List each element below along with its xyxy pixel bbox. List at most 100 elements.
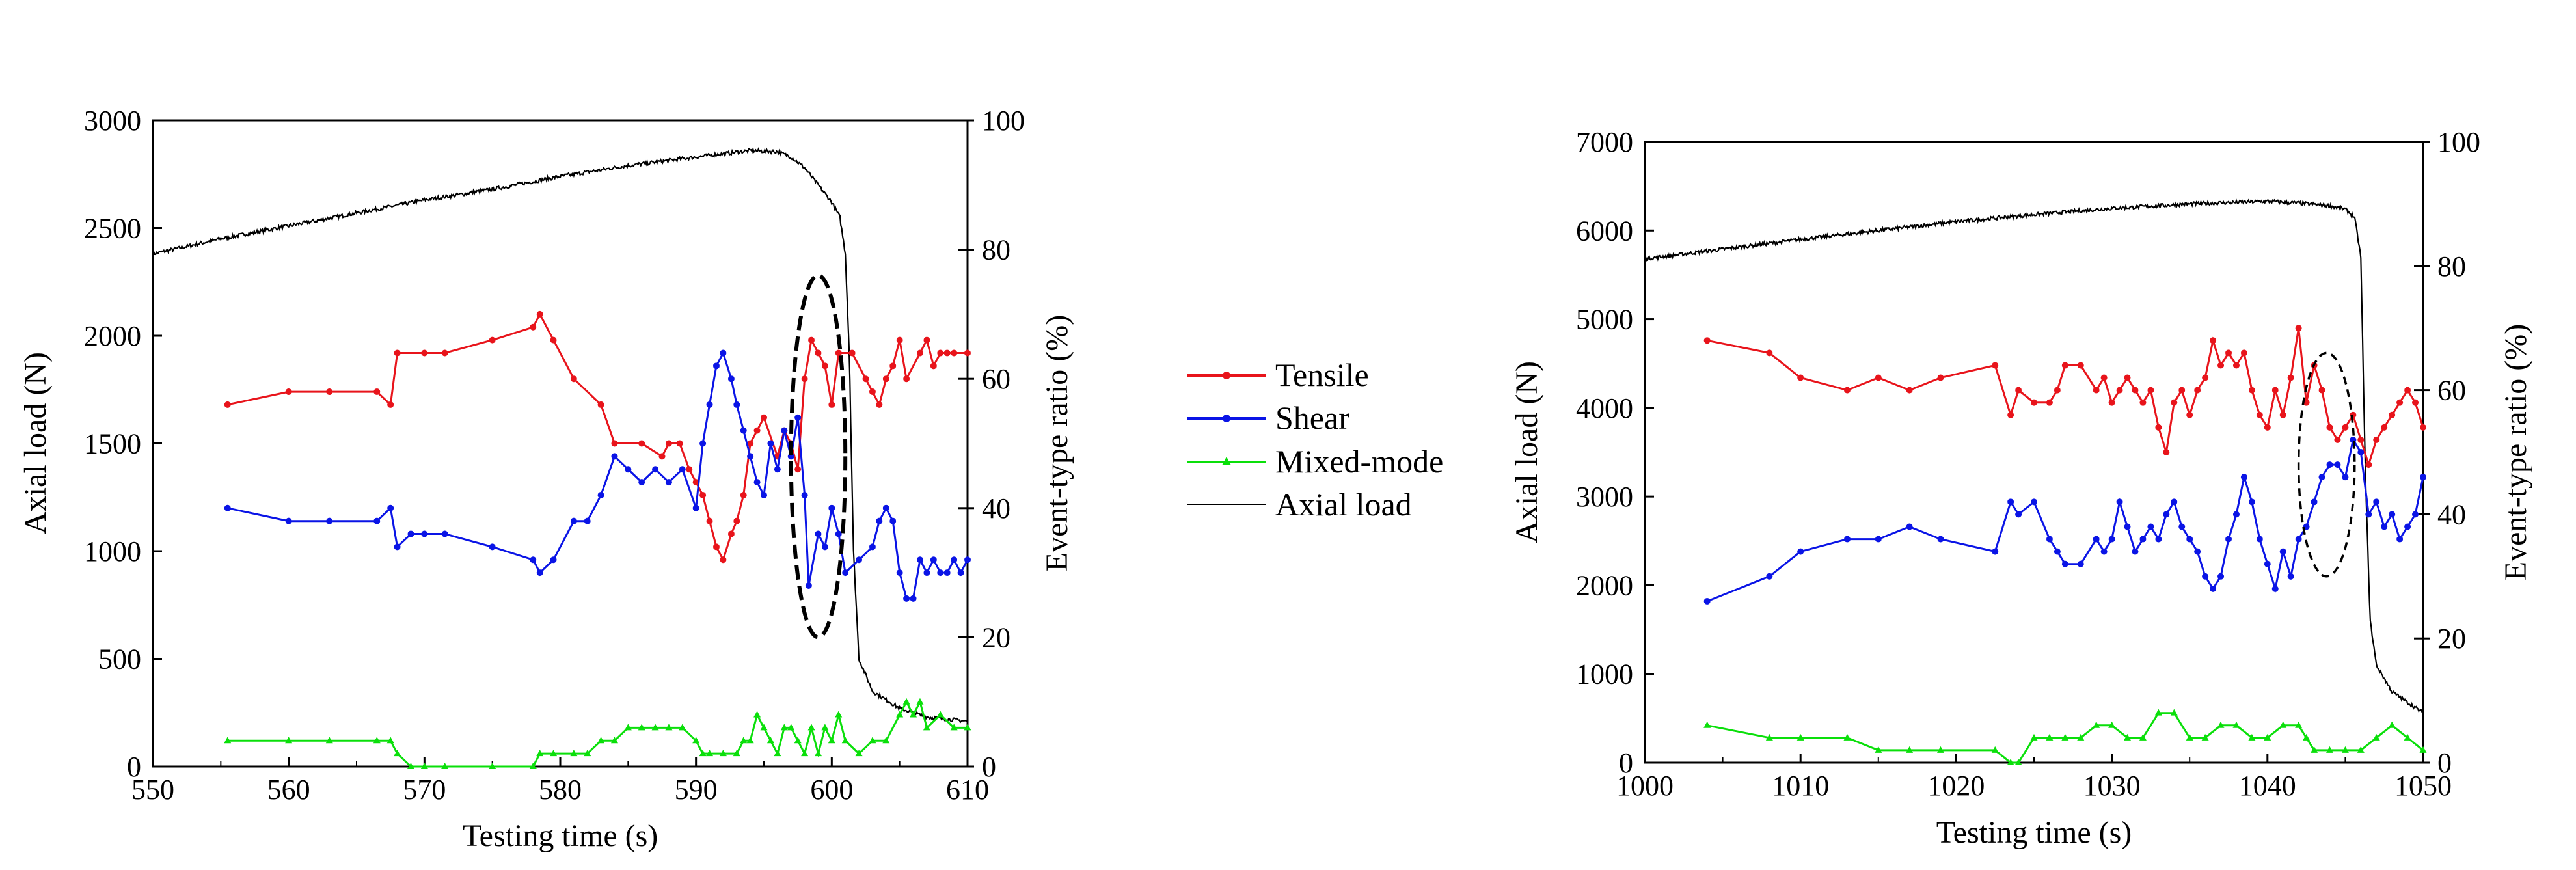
tensile-point (2061, 362, 2068, 369)
tensile-point (2240, 349, 2247, 357)
mixed-mode-point (719, 750, 727, 757)
x-tick-label: 610 (946, 774, 989, 806)
shear-point (1766, 573, 1773, 580)
y2-tick-label: 0 (2437, 747, 2452, 779)
shear-point (699, 440, 707, 447)
mixed-mode-point (2186, 733, 2193, 741)
mixed-mode-point (2404, 733, 2411, 741)
tensile-point (2295, 325, 2302, 332)
tensile-point (2318, 387, 2325, 394)
y-tick-label: 7000 (1576, 126, 1633, 158)
mixed-mode-point (855, 750, 863, 757)
mixed-mode-point (807, 724, 815, 731)
tensile-point (441, 349, 448, 357)
tensile-point (951, 349, 958, 357)
shear-point (937, 569, 944, 577)
shear-point (706, 401, 713, 408)
shear-point (373, 517, 381, 524)
legend-marker-tensile (1223, 372, 1230, 379)
mixed-mode-point (2108, 721, 2116, 728)
dashed-ellipse-annotation (789, 273, 848, 640)
tensile-point (916, 349, 923, 357)
axial-load-line (152, 146, 968, 724)
shear-point (767, 440, 774, 447)
shear-point (625, 466, 632, 473)
shear-point (421, 530, 428, 537)
legend-item-tensile: Tensile (1187, 357, 1369, 393)
tensile-point (2093, 387, 2100, 394)
mixed-mode-point (407, 763, 414, 769)
tensile-point (2279, 411, 2286, 418)
y2-tick-label: 80 (2437, 251, 2466, 282)
legend-marker-mixed (1222, 457, 1231, 465)
y2-tick-label: 100 (2437, 126, 2480, 158)
shear-point (2046, 536, 2053, 543)
tensile-point (1766, 349, 1773, 357)
mixed-mode-point (536, 750, 544, 757)
tensile-point (2155, 424, 2162, 431)
mixed-mode-point (2170, 709, 2178, 716)
shear-point (869, 543, 876, 551)
shear-point (2396, 536, 2404, 543)
mixed-mode-point (489, 763, 496, 769)
mixed-mode-point (420, 763, 428, 769)
tensile-point (394, 349, 401, 357)
tensile-point (896, 336, 903, 344)
tensile-point (862, 375, 869, 383)
shear-point (2007, 498, 2014, 506)
tensile-point (2031, 399, 2037, 406)
tensile-point (808, 336, 815, 344)
y-axis-label: Axial load (N) (18, 352, 53, 534)
mixed-mode-point (224, 737, 232, 744)
shear-point (2077, 560, 2084, 567)
shear-point (2311, 498, 2318, 506)
mixed-mode-point (801, 750, 809, 757)
mixed-mode-line (227, 699, 968, 768)
tensile-point (1703, 337, 1711, 344)
shear-point (882, 504, 889, 511)
x-tick-label: 1040 (2239, 770, 2296, 802)
shear-point (2147, 523, 2154, 530)
y-tick-label: 1500 (84, 428, 141, 460)
tensile-point (2357, 436, 2365, 443)
shear-point (761, 491, 767, 498)
shear-point (835, 530, 842, 537)
shear-point (2124, 523, 2131, 530)
shear-point (326, 517, 333, 524)
tensile-point (903, 375, 910, 383)
mixed-mode-point (706, 750, 714, 757)
y-axis-left: 0 500 1000 1500 2000 2500 3000 (84, 105, 162, 783)
tensile-point (2381, 424, 2388, 431)
tensile-point (2139, 399, 2147, 406)
tensile-point (1843, 387, 1851, 394)
tensile-point (489, 336, 496, 344)
tensile-point (224, 401, 231, 408)
tensile-point (821, 362, 828, 370)
y-tick-label: 0 (127, 751, 141, 783)
mixed-mode-point (285, 737, 293, 744)
mixed-mode-point (882, 737, 890, 744)
axial-load-line (1644, 198, 2424, 715)
tensile-point (2116, 387, 2123, 394)
shear-point (2326, 461, 2333, 469)
legend-item-shear: Shear (1187, 400, 1349, 436)
tensile-point (2046, 399, 2053, 406)
mixed-mode-point (841, 737, 849, 744)
mixed-mode-point (1936, 746, 1944, 753)
y-tick-label: 3000 (84, 105, 141, 137)
shear-point (665, 479, 672, 486)
shear-point (2054, 548, 2061, 555)
x-axis: 550 560 570 580 590 600 610 (131, 757, 989, 806)
shear-point (821, 543, 828, 551)
shear-point (2031, 498, 2037, 506)
y2-tick-label: 60 (2437, 375, 2466, 407)
y-tick-label: 2500 (84, 213, 141, 245)
shear-point (2303, 523, 2310, 530)
tensile-point (421, 349, 428, 357)
tensile-point (964, 349, 971, 357)
shear-point (2139, 536, 2147, 543)
shear-point (930, 556, 937, 564)
tensile-point (2248, 387, 2255, 394)
tensile-point (943, 349, 951, 357)
